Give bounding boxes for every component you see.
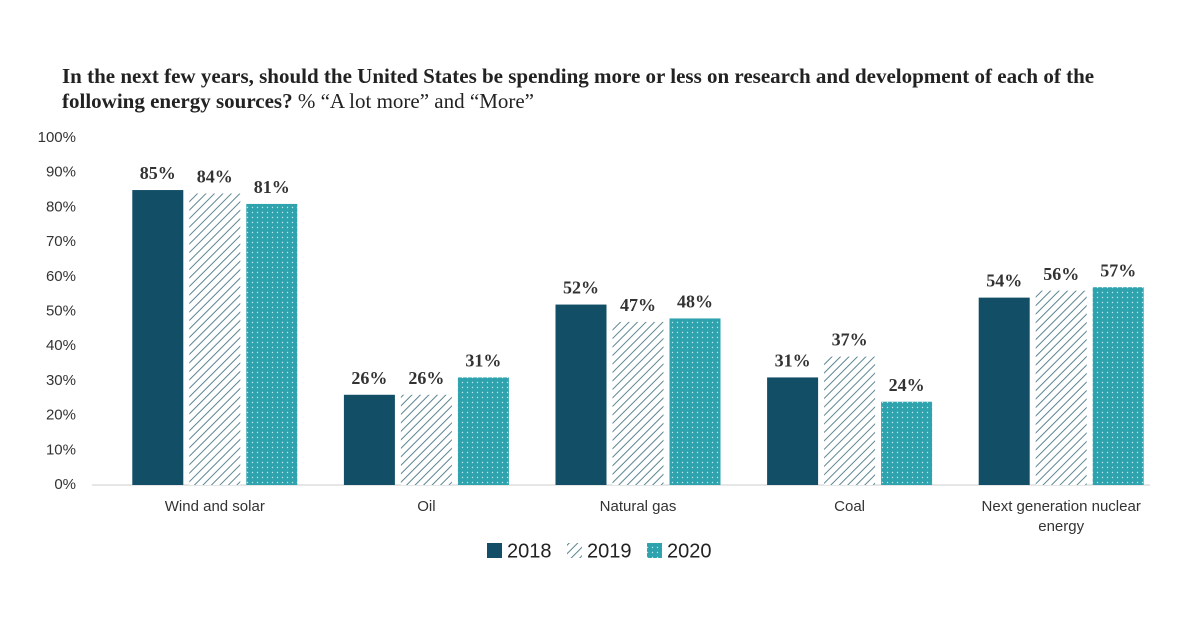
bar: [343, 394, 395, 485]
y-tick-label: 80%: [46, 198, 76, 215]
bar: [246, 203, 298, 485]
y-tick-label: 90%: [46, 164, 76, 181]
value-label: 84%: [197, 167, 233, 187]
y-tick-label: 70%: [46, 233, 76, 250]
x-tick-label: Natural gas: [599, 498, 677, 515]
y-tick-label: 50%: [46, 302, 76, 319]
bar: [669, 318, 721, 485]
value-label: 26%: [408, 368, 444, 388]
bar: [400, 394, 452, 485]
value-label: 24%: [889, 375, 925, 395]
y-tick-label: 60%: [46, 268, 76, 285]
value-label: 48%: [677, 292, 713, 312]
value-label: 47%: [620, 295, 656, 315]
legend-label: 2018: [507, 540, 552, 562]
y-tick-label: 20%: [46, 407, 76, 424]
bar: [1092, 287, 1144, 485]
y-tick-label: 40%: [46, 337, 76, 354]
bar: [612, 321, 664, 485]
value-label: 81%: [254, 177, 290, 197]
x-tick-label: Coal: [834, 498, 866, 515]
bar: [1035, 290, 1087, 485]
bar: [767, 377, 819, 485]
bar: [881, 401, 933, 485]
legend-label: 2019: [587, 540, 632, 562]
value-label: 54%: [986, 271, 1022, 291]
value-label: 31%: [465, 351, 501, 371]
x-tick-label: Wind and solar: [164, 498, 265, 515]
chart-title: In the next few years, should the United…: [62, 64, 1142, 114]
legend-swatch: [647, 543, 662, 558]
bar: [978, 297, 1030, 485]
x-tick-label: Oil: [417, 498, 436, 515]
y-tick-label: 0%: [54, 476, 76, 493]
value-label: 26%: [351, 368, 387, 388]
bar: [132, 190, 184, 486]
value-label: 85%: [140, 163, 176, 183]
legend-swatch: [567, 543, 582, 558]
value-label: 31%: [775, 351, 811, 371]
bar: [189, 193, 241, 485]
y-tick-label: 30%: [46, 372, 76, 389]
legend-label: 2020: [667, 540, 712, 562]
value-label: 37%: [832, 330, 868, 350]
y-tick-label: 100%: [38, 129, 76, 146]
subtitle-text: % “A lot more” and “More”: [297, 89, 535, 113]
y-tick-label: 10%: [46, 441, 76, 458]
value-label: 57%: [1100, 260, 1136, 280]
x-tick-label: Next generation nuclear energy: [981, 498, 1141, 535]
bar: [555, 304, 607, 485]
value-label: 56%: [1043, 264, 1079, 284]
bar: [457, 377, 509, 485]
title-text: In the next few years, should the United…: [62, 64, 1095, 113]
legend-swatch: [487, 543, 502, 558]
bar: [824, 356, 876, 485]
value-label: 52%: [563, 278, 599, 298]
